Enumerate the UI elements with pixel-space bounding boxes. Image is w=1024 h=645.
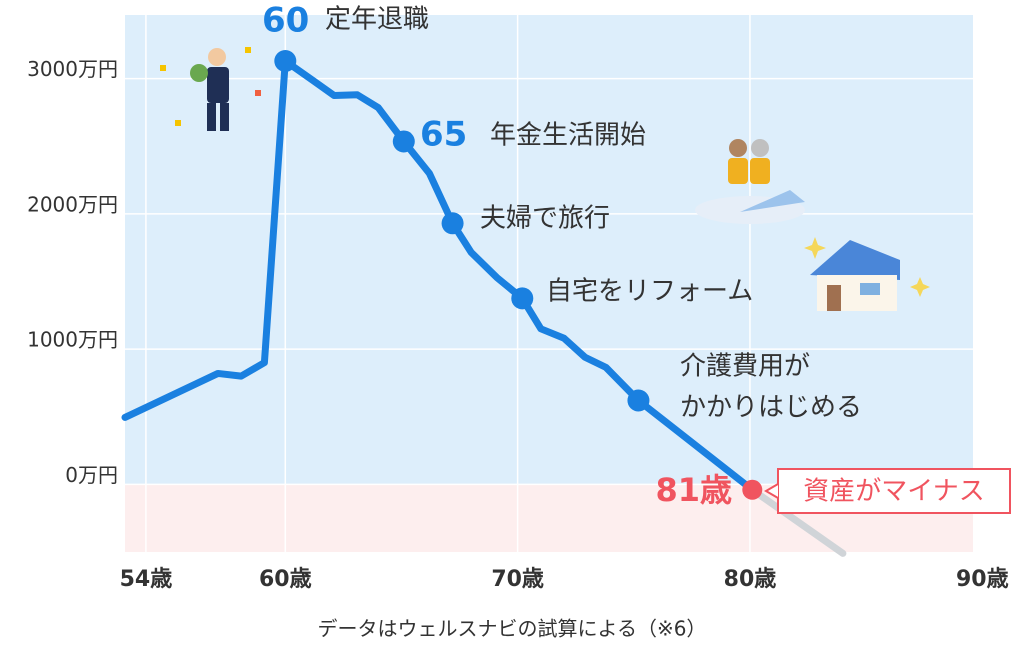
line xyxy=(121,57,756,494)
x-tick-label: 90歳 xyxy=(956,567,1009,592)
annotation-text: 夫婦で旅行 xyxy=(480,204,610,234)
end-marker xyxy=(742,479,763,500)
y-tick-label: 3000万円 xyxy=(27,57,118,81)
point-marker xyxy=(627,389,650,412)
x-tick-label: 70歳 xyxy=(491,567,544,592)
annotation-text: 自宅をリフォーム xyxy=(546,277,753,307)
annotation-box xyxy=(777,468,1011,514)
point-marker xyxy=(441,212,464,235)
annotation-number: 60 xyxy=(262,1,309,41)
annotation-text: 資産がマイナス xyxy=(803,477,984,507)
retiree-illustration xyxy=(160,47,261,131)
point-marker xyxy=(511,287,534,310)
travel-illustration xyxy=(695,139,805,224)
y-tick-label: 0万円 xyxy=(65,463,118,487)
footnote: データはウェルスナビの試算による（※6） xyxy=(318,617,707,641)
x-tick-label: 54歳 xyxy=(120,567,173,592)
annotation-text: 年金生活開始 xyxy=(490,121,646,151)
x-tick-label: 80歳 xyxy=(724,567,777,592)
y-tick-label: 1000万円 xyxy=(27,328,118,352)
positive-region xyxy=(125,15,973,485)
point-marker xyxy=(392,130,415,153)
annotation-text: 介護費用が xyxy=(680,352,810,382)
annotation-number: 65 xyxy=(420,115,467,155)
annotation-text: 定年退職 xyxy=(325,5,429,35)
point-marker xyxy=(274,49,297,72)
house-illustration xyxy=(804,237,930,311)
annotation-number: 81歳 xyxy=(655,471,732,509)
line xyxy=(748,486,847,557)
x-tick-label: 60歳 xyxy=(259,567,312,592)
illustrations xyxy=(160,47,930,311)
annotations: 60 定年退職 65 年金生活開始 夫婦で旅行 自宅をリフォーム 介護費用が か… xyxy=(262,1,1011,514)
annotation-pointer xyxy=(764,483,779,499)
y-tick-label: 2000万円 xyxy=(27,192,118,216)
annotation-text: かかりはじめる xyxy=(680,393,862,423)
